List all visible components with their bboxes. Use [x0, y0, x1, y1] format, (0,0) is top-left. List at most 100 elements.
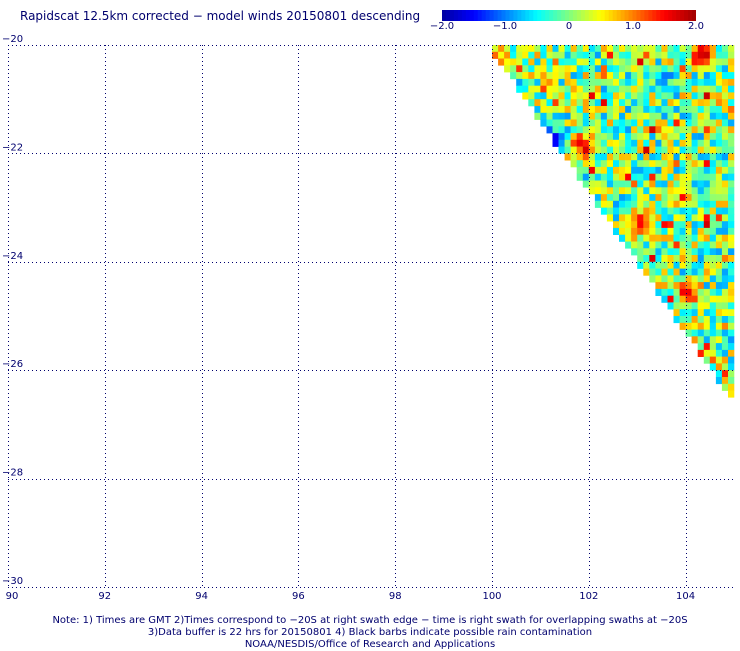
colorbar-segment: [477, 10, 483, 21]
swath-cell: [576, 85, 583, 93]
swath-cell: [576, 78, 583, 86]
swath-cell: [715, 282, 723, 290]
swath-cell: [558, 119, 565, 127]
swath-cell: [685, 133, 692, 141]
swath-cell: [667, 214, 674, 222]
swath-cell: [552, 92, 559, 100]
swath-cell: [721, 112, 729, 120]
swath-cell: [631, 194, 638, 202]
swath-cell: [606, 85, 614, 93]
swath-cell: [637, 200, 644, 208]
swath-cell: [625, 65, 632, 73]
swath-cell: [703, 45, 711, 53]
swath-cell: [546, 78, 553, 86]
swath-cell: [709, 207, 717, 215]
swath-cell: [655, 207, 662, 215]
swath-cell: [558, 106, 565, 114]
swath-cell: [709, 282, 717, 290]
swath-cell: [504, 58, 511, 66]
swath-cell: [588, 139, 596, 147]
swath-cell: [570, 146, 577, 154]
swath-cell: [613, 180, 620, 188]
swath-cell: [588, 112, 596, 120]
swath-cell: [643, 78, 650, 86]
swath-cell: [613, 65, 620, 73]
swath-cell: [552, 119, 559, 127]
swath-cell: [606, 133, 614, 141]
swath-cell: [606, 51, 614, 59]
swath-cell: [637, 58, 644, 66]
swath-cell: [715, 99, 723, 107]
swath-cell: [709, 78, 717, 86]
colorbar-segment: [612, 10, 618, 21]
swath-cell: [728, 99, 735, 107]
swath-cell: [631, 248, 638, 256]
swath-cell: [540, 51, 547, 59]
swath-cell: [721, 356, 729, 364]
colorbar-tick-label: 1.0: [625, 21, 641, 32]
colorbar-segment: [557, 10, 562, 21]
swath-cell: [709, 241, 717, 249]
colorbar-segment: [533, 10, 538, 21]
swath-cell: [625, 139, 632, 147]
swath-cell: [594, 45, 602, 53]
swath-cell: [691, 126, 698, 134]
swath-cell: [643, 241, 650, 249]
swath-cell: [546, 112, 553, 120]
colorbar-segment: [668, 10, 673, 21]
swath-cell: [685, 92, 692, 100]
swath-cell: [679, 126, 686, 134]
swath-cell: [715, 139, 723, 147]
swath-cell: [558, 133, 565, 141]
swath-cell: [691, 227, 698, 235]
colorbar-segment: [517, 10, 522, 21]
swath-cell: [697, 207, 705, 215]
swath-cell: [715, 112, 723, 120]
swath-cell: [697, 322, 705, 330]
swath-cell: [709, 248, 717, 256]
swath-cell: [709, 92, 717, 100]
swath-cell: [703, 227, 711, 235]
swath-cell: [715, 51, 723, 59]
swath-cell: [721, 51, 729, 59]
swath-cell: [625, 241, 632, 249]
swath-cell: [728, 194, 735, 202]
swath-cell: [709, 160, 717, 168]
swath-cell: [685, 85, 692, 93]
swath-cell: [649, 65, 656, 73]
swath-cell: [709, 85, 717, 93]
swath-cell: [637, 166, 644, 174]
swath-cell: [661, 119, 668, 127]
swath-cell: [679, 139, 686, 147]
colorbar-segment: [656, 10, 661, 21]
colorbar-segment: [616, 10, 622, 21]
swath-cell: [703, 255, 711, 263]
swath-cell: [673, 221, 680, 229]
colorbar-segment: [648, 10, 653, 21]
swath-cell: [721, 187, 729, 195]
swath-cell: [540, 72, 547, 80]
swath-cell: [709, 153, 717, 161]
swath-cell: [594, 139, 602, 147]
swath-cell: [728, 72, 735, 80]
swath-cell: [619, 160, 626, 168]
swath-cell: [715, 221, 723, 229]
swath-cell: [625, 180, 632, 188]
swath-cell: [625, 72, 632, 80]
swath-cell: [721, 194, 729, 202]
swath-cell: [576, 65, 583, 73]
swath-cell: [703, 275, 711, 283]
swath-cell: [637, 78, 644, 86]
swath-cell: [637, 112, 644, 120]
swath-cell: [661, 92, 668, 100]
swath-cell: [685, 207, 692, 215]
swath-cell: [685, 106, 692, 114]
swath-cell: [637, 173, 644, 181]
swath-cell: [728, 180, 735, 188]
latitude-tick-label: −28: [2, 468, 23, 479]
swath-cell: [637, 106, 644, 114]
swath-cell: [697, 329, 705, 337]
swath-cell: [709, 227, 717, 235]
swath-cell: [643, 92, 650, 100]
swath-cell: [715, 200, 723, 208]
